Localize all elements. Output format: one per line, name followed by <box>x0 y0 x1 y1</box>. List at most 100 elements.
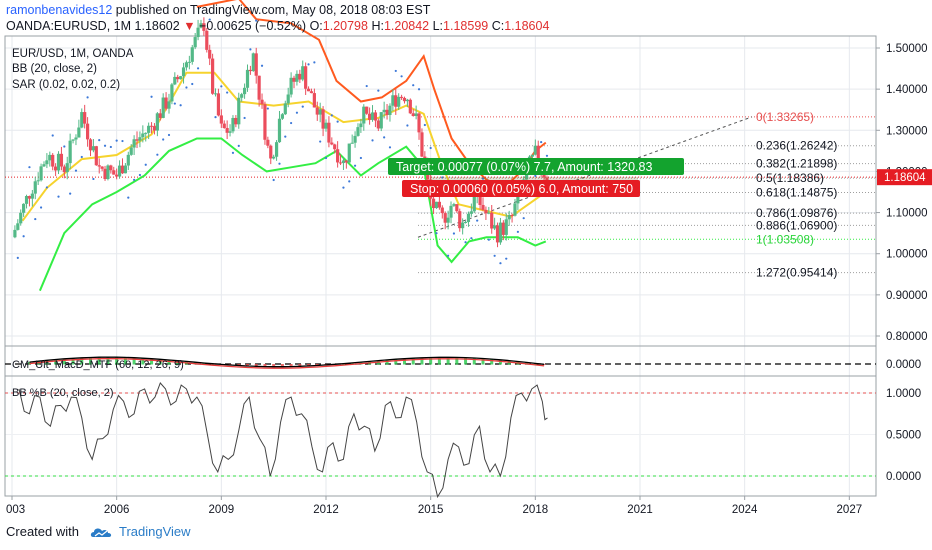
candle-up <box>39 166 43 181</box>
candle-up <box>170 84 174 102</box>
candle-up <box>228 131 232 133</box>
sar-dot <box>406 124 409 127</box>
candle-up <box>301 66 305 80</box>
candle-up <box>463 221 468 223</box>
candle-down <box>103 168 107 180</box>
macd-histogram-bar <box>385 359 389 365</box>
candle-up <box>123 165 127 174</box>
author-link[interactable]: ramonbenavides12 <box>6 3 113 17</box>
bbpct-line <box>18 382 548 499</box>
last-price: 1.18602 <box>134 19 180 33</box>
sar-dot <box>365 84 368 88</box>
candle-up <box>45 160 49 165</box>
candle-down <box>458 211 462 229</box>
candle-down <box>112 170 116 175</box>
sar-dot <box>371 139 374 142</box>
candle-down <box>484 209 488 214</box>
candle-down <box>97 165 101 167</box>
candle-up <box>356 127 360 136</box>
time-axis[interactable]: 003 2006 2009 2012 2015 2018 2021 2024 2027 <box>6 496 862 516</box>
fibonacci-retracement[interactable]: 0(1.33265)0.236(1.26242)0.382(1.21898)0.… <box>5 110 876 280</box>
candle-up <box>533 145 537 155</box>
candle-up <box>324 122 328 129</box>
candle-up <box>507 215 511 220</box>
candle-up <box>19 212 23 224</box>
candle-up <box>117 165 122 177</box>
low-value: 1.18599 <box>443 19 489 33</box>
candle-up <box>472 196 476 212</box>
candle-down <box>481 204 485 210</box>
candle-down <box>216 93 221 116</box>
candle-down <box>202 23 206 31</box>
sar-dot <box>173 102 176 105</box>
tradingview-brand-link[interactable]: TradingView <box>118 524 191 539</box>
sar-dot <box>28 166 31 169</box>
fib-level-label: 1(1.03508) <box>756 232 814 246</box>
price-change: −0.00625 (−0.52%) <box>199 19 307 33</box>
sar-dot <box>243 116 246 120</box>
candle-up <box>24 196 29 204</box>
sar-dot <box>115 139 118 142</box>
candle-down <box>443 213 447 223</box>
candle-up <box>498 222 503 243</box>
macd-histogram-bar <box>272 364 276 368</box>
fib-level-label: 1.272(0.95414) <box>756 266 837 280</box>
candle-up <box>274 142 279 157</box>
candle-up <box>347 143 351 163</box>
candle-up <box>213 93 218 95</box>
time-axis-label: 2012 <box>313 504 339 516</box>
candle-down <box>266 139 270 146</box>
sar-dot <box>301 105 304 108</box>
sar-dot <box>505 257 508 260</box>
macd-histogram-bar <box>97 357 101 365</box>
candle-up <box>283 103 287 115</box>
macd-histogram-bar <box>141 358 145 365</box>
last-price-tag <box>877 169 932 186</box>
sar-dot <box>34 217 37 221</box>
candle-down <box>431 198 436 209</box>
tradingview-cloud-icon <box>90 527 112 537</box>
candle-up <box>33 181 37 194</box>
sar-dot <box>342 186 345 189</box>
candle-up <box>242 87 247 95</box>
sar-dot <box>499 262 502 265</box>
macd-axis-label: 0.0000 <box>886 359 921 371</box>
macd-histogram-bar <box>403 358 406 365</box>
sar-dot <box>133 178 136 181</box>
candlesticks <box>13 17 549 248</box>
bbpct-axis-label: 0.0000 <box>886 471 921 483</box>
candle-down <box>263 104 267 140</box>
candle-up <box>147 125 151 133</box>
candle-down <box>373 112 378 121</box>
close-value: 1.18604 <box>504 19 550 33</box>
sar-dot <box>516 230 519 233</box>
candle-down <box>327 122 331 143</box>
candle-up <box>65 163 69 173</box>
sar-dot <box>452 232 456 235</box>
candle-down <box>330 142 334 145</box>
macd-histogram-bar <box>498 359 502 365</box>
long-position-tool[interactable]: Target: 0.00077 (0.07%) 7.7, Amount: 132… <box>388 158 684 197</box>
candle-up <box>184 62 189 68</box>
sar-dot <box>324 156 328 160</box>
sar-dot <box>423 123 426 127</box>
candle-up <box>231 117 235 132</box>
candle-up <box>237 97 241 125</box>
target-label-box <box>388 158 684 175</box>
candle-up <box>277 118 282 143</box>
macd-indicator <box>5 356 876 369</box>
candle-down <box>219 115 223 124</box>
time-axis-label: 2006 <box>104 504 130 516</box>
candle-down <box>152 126 157 131</box>
candle-down <box>408 99 412 114</box>
indicator-legends: EUR/USD, 1M, OANDA BB (20, close, 2) SAR… <box>12 48 184 399</box>
price-axis[interactable]: 1.500001.400001.300001.200001.100001.000… <box>876 43 932 483</box>
candle-up <box>126 154 130 166</box>
candle-up <box>446 217 450 223</box>
candle-down <box>260 99 264 105</box>
sar-dot <box>290 121 293 125</box>
sar-dot <box>284 135 287 138</box>
sar-dot <box>377 89 380 92</box>
